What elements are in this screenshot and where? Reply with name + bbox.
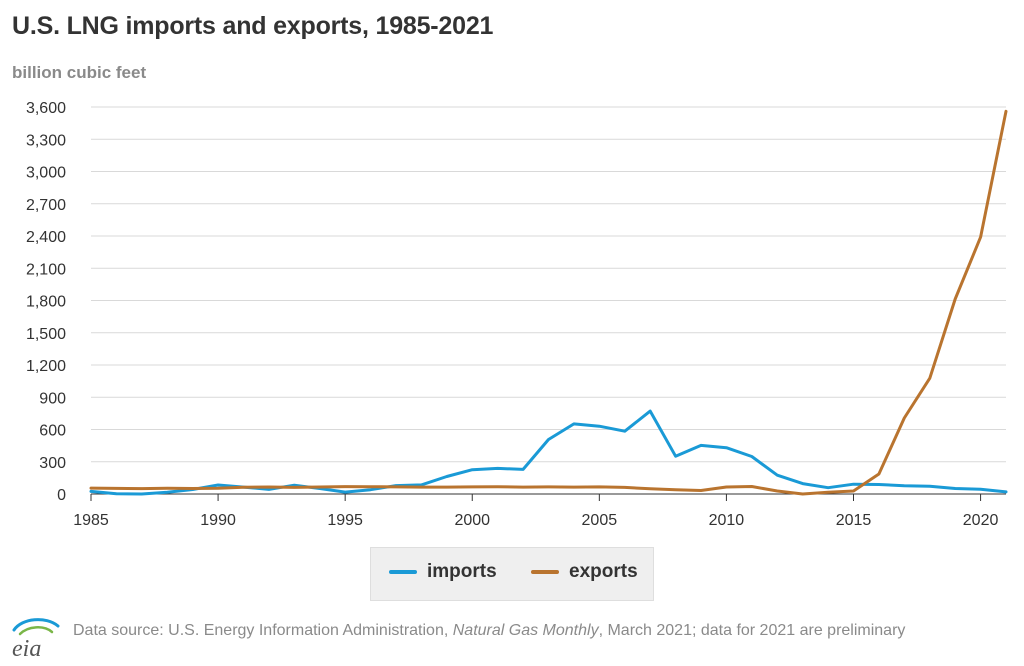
legend-item-imports: imports (389, 561, 497, 583)
x-tick-label: 2020 (963, 512, 999, 529)
source-suffix: , March 2021; data for 2021 are prelimin… (598, 622, 906, 639)
data-source-note: Data source: U.S. Energy Information Adm… (73, 620, 1003, 642)
series-line-exports (89, 109, 1008, 496)
x-tick-label: 1990 (200, 512, 236, 529)
x-tick-label: 2005 (582, 512, 618, 529)
y-tick-label: 3,000 (26, 165, 66, 182)
y-tick-label: 1,200 (26, 358, 66, 375)
chart: 0 300 600 900 1,200 1,500 1,800 2,100 2,400 2,700… (26, 100, 1008, 529)
y-tick-label: 2,700 (26, 197, 66, 214)
x-tick-label: 1985 (73, 512, 109, 529)
svg-text:eia: eia (12, 636, 41, 660)
y-tick-label: 1,800 (26, 294, 66, 311)
y-tick-label: 3,300 (26, 132, 66, 149)
y-tick-label: 300 (39, 455, 66, 472)
x-tick-label: 2015 (836, 512, 872, 529)
x-tick-label: 2010 (709, 512, 745, 529)
legend: imports exports (370, 547, 654, 601)
y-tick-label: 1,500 (26, 326, 66, 343)
source-prefix: Data source: U.S. Energy Information Adm… (73, 622, 453, 639)
source-publication: Natural Gas Monthly (452, 622, 599, 639)
y-tick-label: 2,400 (26, 229, 66, 246)
legend-swatch-exports (531, 570, 559, 574)
y-tick-label: 0 (57, 487, 66, 504)
legend-label-exports: exports (569, 561, 638, 582)
legend-label-imports: imports (427, 561, 497, 582)
chart-title: U.S. LNG imports and exports, 1985-2021 (12, 12, 494, 40)
legend-swatch-imports (389, 570, 417, 574)
x-tick-label: 1995 (327, 512, 363, 529)
y-tick-label: 600 (39, 423, 66, 440)
y-tick-label: 3,600 (26, 100, 66, 117)
legend-item-exports: exports (531, 561, 638, 583)
y-tick-label: 2,100 (26, 261, 66, 278)
y-axis-unit-label: billion cubic feet (12, 63, 147, 82)
x-tick-label: 2000 (454, 512, 490, 529)
y-tick-label: 900 (39, 390, 66, 407)
eia-logo: eia (12, 618, 60, 660)
